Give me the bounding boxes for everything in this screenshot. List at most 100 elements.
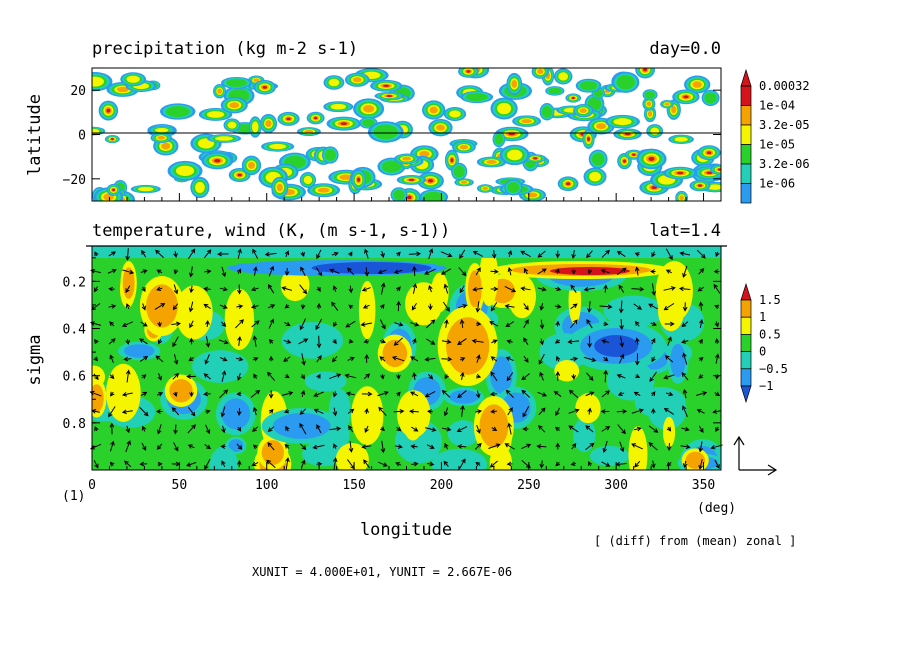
temp-cell: [224, 288, 255, 351]
wind-arrow: [219, 286, 228, 292]
wind-arrow: [173, 284, 179, 295]
wind-arrow: [186, 374, 196, 379]
temp-yticks: 0.2 0.4 0.6 0.8: [63, 257, 721, 447]
precip-cell: [706, 151, 712, 155]
wind-arrow: [444, 442, 449, 450]
precip-cell: [161, 142, 171, 150]
wind-arrow: [173, 391, 178, 397]
precip-cell: [704, 92, 717, 104]
precip-field: [92, 68, 721, 201]
wind-arrow: [586, 319, 593, 329]
precip-cell: [137, 186, 154, 192]
wind-arrow: [616, 250, 626, 257]
wind-arrow: [348, 304, 354, 310]
wind-arrow: [93, 356, 98, 362]
wind-arrow: [583, 356, 597, 363]
wind-arrow: [601, 249, 610, 258]
wind-arrow: [536, 444, 547, 449]
temp-cell: [405, 282, 443, 326]
wind-arrow: [348, 441, 354, 453]
wind-arrow: [188, 266, 194, 278]
wind-arrow: [443, 283, 449, 294]
precip-cell: [262, 85, 267, 89]
precip-cell: [324, 149, 336, 161]
precip-yticks: 20 0 −20: [63, 84, 721, 188]
wind-arrow: [506, 461, 513, 467]
precip-cell: [340, 122, 348, 126]
wind-arrow: [428, 248, 434, 259]
wind-arrow: [364, 248, 369, 259]
wind-arrow: [267, 371, 275, 381]
wind-arrow: [666, 443, 672, 451]
temp-cell: [146, 284, 178, 328]
wind-arrow: [393, 269, 403, 274]
precip-ytick-label: 0: [78, 129, 86, 144]
wind-arrow: [412, 372, 417, 380]
wind-arrow: [237, 284, 242, 295]
wind-arrow: [634, 353, 640, 366]
precip-cell: [328, 78, 340, 87]
wind-arrow: [476, 354, 481, 363]
wind-arrow: [443, 460, 449, 467]
wind-arrow: [348, 338, 354, 344]
precip-cell: [697, 184, 703, 187]
wind-arrow: [681, 339, 689, 344]
precip-cell: [589, 171, 601, 182]
wind-arrow: [633, 303, 642, 310]
wind-arrow: [587, 269, 593, 275]
wind-arrow: [617, 391, 625, 397]
wind-arrow: [697, 286, 705, 292]
temp-colorbar-swatch: [740, 334, 752, 352]
wind-arrow: [109, 461, 115, 467]
temp-cell: [396, 390, 431, 438]
wind-arrow: [380, 426, 385, 432]
wind-arrow: [396, 391, 401, 397]
temp-xtick-label: 300: [604, 478, 627, 493]
wind-arrow: [523, 319, 529, 329]
wind-arrow: [459, 249, 466, 260]
precip-cell: [632, 153, 636, 156]
precip-cell: [460, 180, 468, 184]
wind-arrow: [537, 286, 547, 292]
wind-arrow: [299, 422, 307, 435]
wind-arrow: [284, 443, 290, 449]
precip-ylabel: latitude: [25, 94, 45, 176]
wind-arrow: [109, 422, 115, 435]
wind-arrow: [521, 389, 531, 398]
wind-arrow: [554, 339, 561, 344]
wind-arrow: [618, 353, 625, 364]
wind-arrow: [507, 266, 513, 276]
wind-arrow: [490, 371, 498, 382]
temp-cell: [209, 446, 239, 470]
wind-arrow: [715, 251, 720, 258]
wind-arrow: [602, 440, 608, 453]
wind-arrow: [364, 408, 369, 415]
wind-arrow: [361, 287, 371, 292]
wind-arrow: [108, 304, 117, 309]
precip-colorbar-swatch: [740, 183, 752, 204]
wind-arrow: [377, 391, 389, 397]
wind-arrow: [173, 424, 178, 435]
wind-arrow: [666, 461, 672, 467]
precip-cell: [579, 80, 598, 91]
wind-arrow: [172, 303, 179, 311]
wind-arrow: [712, 409, 721, 414]
wind-arrow: [217, 251, 229, 257]
wind-arrow: [285, 457, 290, 470]
temp-cell: [261, 440, 284, 465]
wind-arrow: [698, 301, 704, 311]
temp-xtick-label: 250: [517, 478, 540, 493]
wind-arrow: [172, 372, 180, 380]
wind-arrow: [663, 407, 675, 415]
wind-arrow: [475, 321, 482, 327]
wind-arrow: [154, 303, 166, 310]
wind-arrow: [156, 443, 163, 450]
wind-arrow: [121, 392, 133, 397]
wind-arrow: [140, 391, 148, 397]
wind-arrow: [505, 389, 514, 398]
wind-arrow: [171, 321, 181, 327]
wind-arrow: [507, 250, 513, 258]
wind-arrow: [361, 391, 373, 397]
temp-top-band: [92, 246, 721, 258]
precip-cell: [363, 105, 375, 113]
